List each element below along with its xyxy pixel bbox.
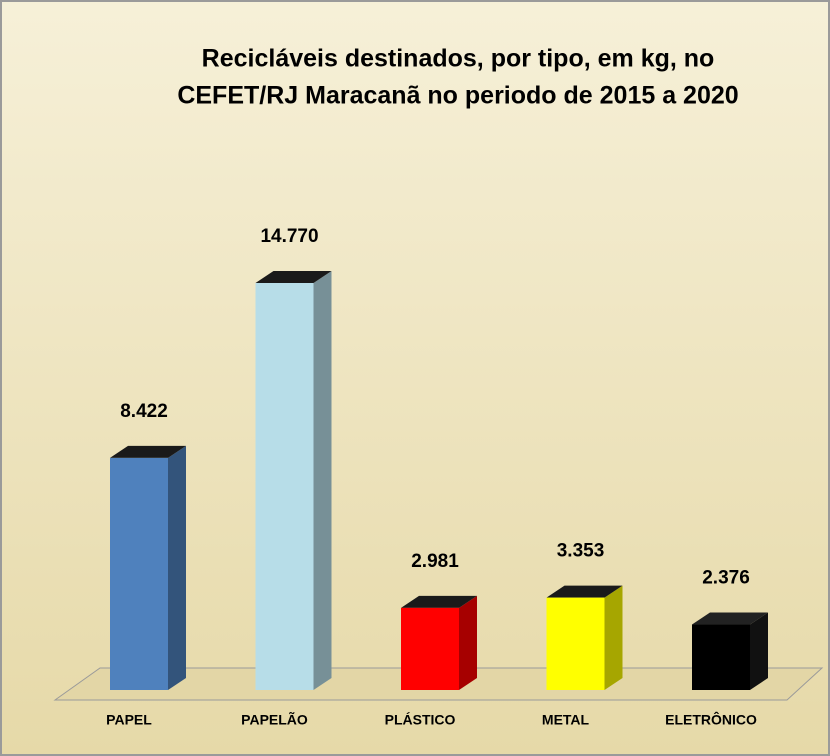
bar-top — [546, 585, 623, 598]
bar-side — [604, 585, 623, 690]
bar-top — [692, 612, 768, 625]
value-label: 14.770 — [260, 226, 318, 247]
chart-title: CEFET/RJ Maracanã no periodo de 2015 a 2… — [177, 82, 738, 110]
x-tick-label: ELETRÔNICO — [665, 711, 757, 728]
chart-title: Recicláveis destinados, por tipo, em kg,… — [202, 45, 715, 73]
bar — [110, 457, 168, 690]
x-tick-label: METAL — [542, 712, 590, 728]
bar — [692, 624, 750, 690]
value-label: 2.981 — [411, 551, 459, 572]
bar-side — [750, 612, 768, 690]
bar — [401, 607, 459, 690]
bar-top — [110, 445, 186, 458]
bar — [255, 283, 314, 690]
bar — [546, 597, 605, 690]
value-label: 8.422 — [120, 401, 168, 422]
x-tick-label: PAPEL — [106, 712, 152, 728]
bar-side — [313, 271, 332, 690]
x-tick-label: PLÁSTICO — [385, 712, 456, 728]
bar-side — [459, 595, 477, 690]
x-tick-label: PAPELÃO — [241, 711, 308, 728]
bar-side — [168, 445, 186, 690]
bar-top — [255, 271, 332, 283]
value-label: 2.376 — [702, 568, 750, 589]
bar-top — [401, 595, 477, 608]
value-label: 3.353 — [557, 541, 605, 562]
